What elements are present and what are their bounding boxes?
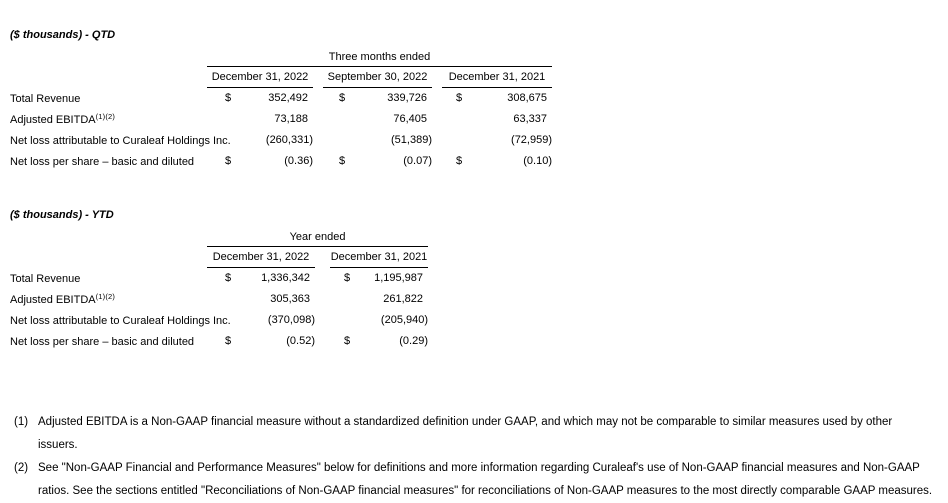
ytd-table: Year ended December 31, 2022 December 31… [10, 227, 429, 351]
row-label: Net loss attributable to Curaleaf Holdin… [10, 314, 231, 327]
column-gap [432, 108, 442, 129]
cell-value: 73,188 [274, 112, 308, 125]
table-row-adjusted-ebitda: Adjusted EBITDA(1)(2) 305,363 261,822 [10, 288, 428, 309]
qtd-col-header-dec-2022: December 31, 2022 [207, 66, 313, 88]
ytd-column-header-row: December 31, 2022 December 31, 2021 [10, 246, 429, 268]
ytd-col-header-dec-2022: December 31, 2022 [207, 246, 315, 268]
table-row-total-revenue: Total Revenue $ 352,492 $ 339,726 $ 308,… [10, 87, 552, 108]
spacer-cell [10, 227, 207, 246]
dollar-sign [323, 129, 367, 150]
dollar-sign: $ [456, 91, 463, 104]
dollar-sign: $ [225, 334, 232, 347]
column-gap [432, 66, 442, 87]
cell-value: 305,363 [270, 292, 310, 305]
cell-value: (205,940) [380, 313, 429, 326]
table-row-net-loss: Net loss attributable to Curaleaf Holdin… [10, 129, 552, 150]
cell-value: 1,195,987 [374, 271, 424, 284]
cell-value: (0.29) [399, 334, 429, 347]
column-gap [313, 150, 323, 171]
cell-value: (0.52) [286, 334, 315, 347]
table-row-net-loss: Net loss attributable to Curaleaf Holdin… [10, 309, 428, 330]
qtd-column-header-row: December 31, 2022 September 30, 2022 Dec… [10, 66, 553, 88]
footnotes: (1) Adjusted EBITDA is a Non-GAAP financ… [14, 411, 934, 503]
dollar-sign: $ [225, 271, 232, 284]
table-row-net-loss-per-share: Net loss per share – basic and diluted $… [10, 150, 552, 171]
dollar-sign: $ [225, 91, 232, 104]
cell-value: (51,389) [391, 133, 432, 146]
cell-value: 63,337 [513, 112, 548, 125]
ytd-spanner-header: Year ended [207, 227, 429, 247]
footnote-reference: (1)(2) [95, 291, 116, 301]
table-row-net-loss-per-share: Net loss per share – basic and diluted $… [10, 330, 428, 351]
column-gap [313, 108, 323, 129]
cell-value: (370,098) [267, 313, 315, 326]
dollar-sign: $ [225, 154, 232, 167]
row-label: Net loss attributable to Curaleaf Holdin… [10, 134, 231, 147]
table-row-adjusted-ebitda: Adjusted EBITDA(1)(2) 73,188 76,405 63,3… [10, 108, 552, 129]
qtd-col-header-sep-2022: September 30, 2022 [323, 66, 432, 88]
footnote: (1) Adjusted EBITDA is a Non-GAAP financ… [14, 411, 934, 457]
row-label: Total Revenue [10, 92, 81, 105]
dollar-sign [330, 309, 370, 330]
column-gap [315, 246, 330, 267]
dollar-sign: $ [339, 154, 346, 167]
column-gap [432, 129, 442, 150]
footnote-number: (2) [14, 462, 29, 474]
dollar-sign [330, 288, 370, 309]
cell-value: 308,675 [507, 91, 548, 104]
column-gap [315, 330, 330, 351]
dollar-sign [207, 288, 253, 309]
qtd-table: Three months ended December 31, 2022 Sep… [10, 47, 553, 171]
cell-value: 352,492 [268, 91, 308, 104]
ytd-col-header-dec-2021: December 31, 2021 [330, 246, 429, 268]
dollar-sign: $ [344, 271, 351, 284]
footnote-reference: (1)(2) [95, 111, 116, 121]
spacer-cell [10, 47, 207, 66]
qtd-spanner-row: Three months ended [10, 47, 553, 67]
cell-value: (260,331) [265, 133, 313, 146]
spacer-cell [10, 246, 207, 267]
column-gap [432, 150, 442, 171]
row-label: Net loss per share – basic and diluted [10, 155, 195, 168]
spacer-cell [10, 66, 207, 87]
qtd-col-header-dec-2021: December 31, 2021 [442, 66, 553, 88]
column-gap [313, 66, 323, 87]
row-label: Net loss per share – basic and diluted [10, 335, 195, 348]
column-gap [315, 288, 330, 309]
cell-value: (0.36) [284, 154, 313, 167]
dollar-sign: $ [344, 334, 351, 347]
dollar-sign [442, 108, 488, 129]
ytd-caption: ($ thousands) - YTD [10, 209, 114, 221]
column-gap [313, 87, 323, 108]
cell-value: 261,822 [383, 292, 424, 305]
dollar-sign: $ [339, 91, 346, 104]
qtd-spanner-header: Three months ended [207, 47, 553, 67]
qtd-caption: ($ thousands) - QTD [10, 29, 116, 41]
dollar-sign [442, 129, 488, 150]
column-gap [313, 129, 323, 150]
footnote-text: Adjusted EBITDA is a Non-GAAP financial … [38, 416, 893, 451]
column-gap [315, 309, 330, 330]
dollar-sign [207, 108, 253, 129]
row-label: Adjusted EBITDA(1)(2) [10, 291, 116, 306]
footnote-number: (1) [14, 416, 29, 428]
row-label: Adjusted EBITDA(1)(2) [10, 111, 116, 126]
cell-value: (0.10) [523, 154, 553, 167]
dollar-sign [323, 108, 367, 129]
cell-value: (72,959) [511, 133, 553, 146]
cell-value: 339,726 [387, 91, 427, 104]
column-gap [315, 267, 330, 288]
dollar-sign: $ [456, 154, 463, 167]
cell-value: (0.07) [403, 154, 432, 167]
ytd-spanner-row: Year ended [10, 227, 429, 247]
row-label: Total Revenue [10, 272, 81, 285]
footnote: (2) See "Non-GAAP Financial and Performa… [14, 457, 934, 503]
cell-value: 76,405 [393, 112, 427, 125]
cell-value: 1,336,342 [261, 271, 310, 284]
column-gap [432, 87, 442, 108]
table-row-total-revenue: Total Revenue $ 1,336,342 $ 1,195,987 [10, 267, 428, 288]
footnote-text: See "Non-GAAP Financial and Performance … [38, 462, 933, 497]
